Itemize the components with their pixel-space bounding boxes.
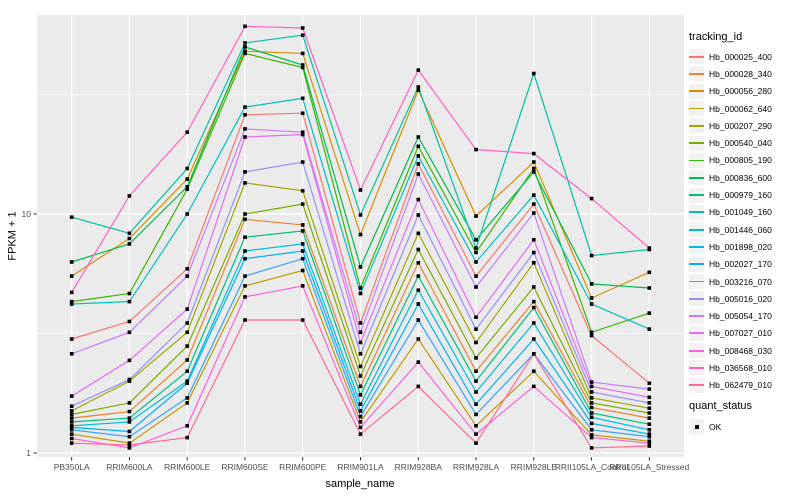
legend-entry-Hb_000540_040: Hb_000540_040 [689, 134, 772, 151]
legend-entry-Hb_000025_400: Hb_000025_400 [689, 48, 772, 65]
legend-entry-Hb_005054_170: Hb_005054_170 [689, 307, 772, 324]
legend-entry-Hb_000979_160: Hb_000979_160 [689, 186, 772, 203]
legend-entry-Hb_001446_060: Hb_001446_060 [689, 221, 772, 238]
legend-entry-Hb_001898_020: Hb_001898_020 [689, 238, 772, 255]
x-tick-label-RRII105LA_Control: RRII105LA_Control [554, 462, 629, 472]
legend-label: Hb_000025_400 [709, 51, 772, 62]
legend-entry-Hb_000836_600: Hb_000836_600 [689, 169, 772, 186]
y-tick-label-10: 10 [21, 209, 31, 219]
x-tick-label-RRIM928LA: RRIM928LA [452, 462, 500, 472]
legend-label: Hb_000836_600 [709, 172, 772, 183]
legend-entry-Hb_001049_160: Hb_001049_160 [689, 204, 772, 221]
legend-label: Hb_003216_070 [709, 276, 772, 287]
x-tick-label-RRIM600SE: RRIM600SE [221, 462, 269, 472]
x-tick-label-RRIM600LE: RRIM600LE [164, 462, 211, 472]
x-tick-label-RRIM600PE: RRIM600PE [279, 462, 327, 472]
legend-label: Hb_002027_170 [709, 259, 772, 270]
square-point-icon [694, 424, 699, 429]
line-swatch-icon [689, 239, 704, 255]
legend-entry-Hb_000805_190: Hb_000805_190 [689, 152, 772, 169]
legend-label: Hb_008468_030 [709, 345, 772, 356]
line-swatch-icon [689, 325, 704, 341]
line-swatch-icon [689, 291, 704, 307]
legend-entry-ok: OK [689, 418, 721, 435]
legend-entry-Hb_000028_340: Hb_000028_340 [689, 65, 772, 82]
legend-label: Hb_005054_170 [709, 311, 772, 322]
y-axis-title: FPKM + 1 [0, 15, 26, 457]
legend-entry-Hb_000207_290: Hb_000207_290 [689, 117, 772, 134]
line-swatch-icon [689, 118, 704, 134]
x-tick-label-RRIM901LA: RRIM901LA [337, 462, 384, 472]
legend-label: Hb_001446_060 [709, 224, 772, 235]
line-swatch-icon [689, 308, 704, 324]
legend-label: Hb_000805_190 [709, 155, 772, 166]
line-swatch-icon [689, 170, 704, 186]
legend-label: Hb_007027_010 [709, 328, 772, 339]
legend-title-tracking-id: tracking_id [689, 31, 743, 43]
legend-entry-Hb_003216_070: Hb_003216_070 [689, 273, 772, 290]
line-swatch-icon [689, 274, 704, 289]
legend-key-ok [689, 419, 704, 435]
line-swatch-icon [689, 204, 704, 220]
line-swatch-icon [689, 66, 704, 82]
legend-label: Hb_001049_160 [709, 207, 772, 218]
line-swatch-icon [689, 256, 704, 272]
data-point-markers [69, 24, 652, 450]
line-swatch-icon [689, 343, 704, 359]
line-swatch-icon [689, 187, 704, 203]
legend-label-ok: OK [709, 421, 722, 432]
legend-label: Hb_000056_280 [709, 86, 772, 97]
legend-label: Hb_000207_290 [709, 120, 772, 131]
x-tick-label-RRIM928BA: RRIM928BA [394, 462, 442, 472]
x-tick-label-RRIM928LE: RRIM928LE [510, 462, 557, 472]
legend-entry-Hb_002027_170: Hb_002027_170 [689, 256, 772, 273]
legend-entry-Hb_036568_010: Hb_036568_010 [689, 359, 772, 376]
y-tick-label-1: 1 [26, 448, 31, 458]
line-swatch-icon [689, 152, 704, 168]
legend-label: Hb_000062_640 [709, 103, 772, 114]
line-swatch-icon [689, 222, 704, 238]
legend-label: Hb_036568_010 [709, 362, 772, 373]
legend-entry-Hb_062479_010: Hb_062479_010 [689, 377, 772, 394]
axis-ticks [33, 213, 650, 461]
line-swatch-icon [689, 135, 704, 151]
x-tick-label-PB350LA: PB350LA [53, 462, 90, 472]
legend-label: Hb_000028_340 [709, 68, 772, 79]
legend-entry-Hb_008468_030: Hb_008468_030 [689, 342, 772, 359]
legend-label: Hb_062479_010 [709, 380, 772, 391]
x-tick-label-RRIM600LA: RRIM600LA [106, 462, 153, 472]
legend-label: Hb_005016_020 [709, 293, 772, 304]
legend-title-quant-status: quant_status [689, 400, 752, 412]
line-swatch-icon [689, 360, 704, 376]
line-swatch-icon [689, 101, 704, 117]
line-swatch-icon [689, 377, 704, 393]
legend-entries: Hb_000025_400 Hb_000028_340 Hb_000056_280 H… [689, 48, 772, 394]
line-swatch-icon [689, 83, 704, 99]
x-tick-label-RRII105LA_Stressed: RRII105LA_Stressed [609, 462, 690, 472]
x-axis-title: sample_name [325, 478, 395, 490]
legend-label: Hb_000540_040 [709, 138, 772, 149]
legend-entry-Hb_000056_280: Hb_000056_280 [689, 83, 772, 100]
legend-entry-Hb_007027_010: Hb_007027_010 [689, 325, 772, 342]
legend-entry-Hb_000062_640: Hb_000062_640 [689, 100, 772, 117]
legend-entry-Hb_005016_020: Hb_005016_020 [689, 290, 772, 307]
legend-label: Hb_001898_020 [709, 241, 772, 252]
legend-label: Hb_000979_160 [709, 190, 772, 201]
line-swatch-icon [689, 49, 704, 65]
